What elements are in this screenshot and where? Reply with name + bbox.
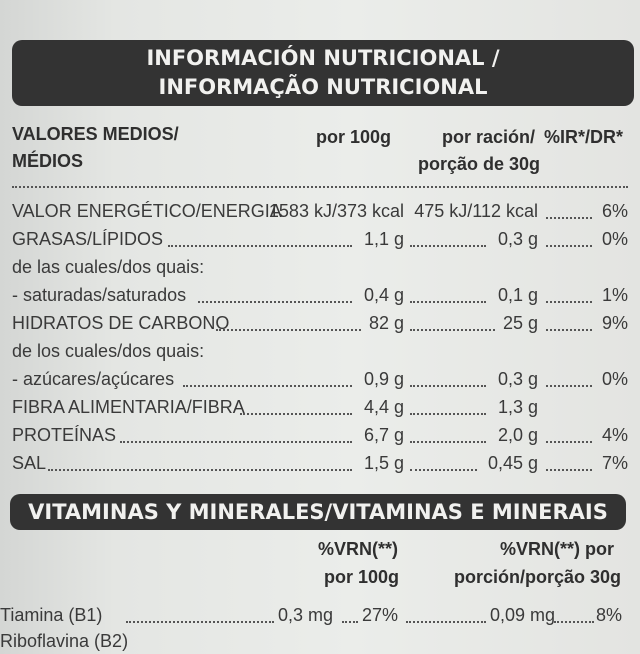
serving-value: 475 kJ/112 kcal xyxy=(414,201,538,221)
dot-leader xyxy=(546,245,592,247)
per100-value: 1,1 g xyxy=(363,229,404,249)
nutrition-row: PROTEÍNAS 6,7 g 2,0 g 4% xyxy=(12,422,628,448)
header-divider xyxy=(12,186,628,188)
nutrition-title-line1: INFORMACIÓN NUTRICIONAL / xyxy=(146,46,500,70)
serving-value: 1,3 g xyxy=(497,397,538,417)
vitamin-label: Riboflavina (B2) xyxy=(0,631,129,651)
nutrient-label: GRASAS/LÍPIDOS xyxy=(12,229,164,249)
dot-leader xyxy=(198,301,352,303)
header-values-label-2: MÉDIOS xyxy=(12,151,84,171)
vitamins-title: VITAMINAS Y MINERALES/VITAMINAS E MINERA… xyxy=(28,500,608,524)
per100-value: 0,9 g xyxy=(363,369,404,389)
header-values-label-1: VALORES MEDIOS/ xyxy=(12,124,179,144)
ir-value: 1% xyxy=(601,285,628,305)
dot-leader xyxy=(410,301,486,303)
nutrient-label: - azúcares/açúcares xyxy=(12,369,175,389)
ir-value: 7% xyxy=(601,453,628,473)
header-serving-2: porção de 30g xyxy=(418,154,541,174)
vitamin-leader xyxy=(342,621,358,623)
serving-value: 0,3 g xyxy=(497,229,538,249)
header-ir: %IR*/DR* xyxy=(544,127,624,147)
dot-leader xyxy=(410,385,486,387)
serving-value: 0,1 g xyxy=(497,285,538,305)
per100-value: 1583 kJ/373 kcal xyxy=(268,201,404,221)
dot-leader xyxy=(546,441,592,443)
nutrition-title-line2: INFORMAÇÃO NUTRICIONAL xyxy=(158,75,488,99)
nutrition-row: SAL 1,5 g 0,45 g 7% xyxy=(12,450,628,476)
vitamins-col2-line1: %VRN(**) por xyxy=(500,539,615,559)
nutrition-row: - saturadas/saturados 0,4 g 0,1 g 1% xyxy=(12,282,628,308)
nutrition-row: VALOR ENERGÉTICO/ENERGIA 1583 kJ/373 kcal… xyxy=(12,198,628,224)
nutrition-row: HIDRATOS DE CARBONO 82 g 25 g 9% xyxy=(12,310,628,336)
serving-value: 0,3 g xyxy=(497,369,538,389)
dot-leader xyxy=(410,329,496,331)
vitamin-label: Tiamina (B1) xyxy=(0,605,103,625)
ir-value: 6% xyxy=(601,201,628,221)
nutrient-label: de las cuales/dos quais: xyxy=(12,257,205,277)
vitamins-col2-line2: porción/porção 30g xyxy=(454,567,622,587)
serving-value: 25 g xyxy=(502,313,538,333)
nutrient-label: FIBRA ALIMENTARIA/FIBRA xyxy=(12,397,245,417)
vitamin-vrn100: 27% xyxy=(362,605,399,625)
vitamin-leader xyxy=(554,621,594,623)
nutrient-label: SAL xyxy=(12,453,47,473)
nutrition-row: de las cuales/dos quais: xyxy=(12,254,628,280)
per100-value: 4,4 g xyxy=(363,397,404,417)
serving-value: 2,0 g xyxy=(497,425,538,445)
vitamin-per100: 0,3 mg xyxy=(278,605,334,625)
ir-value: 4% xyxy=(601,425,628,445)
ir-value: 0% xyxy=(601,229,628,249)
nutrient-label: VALOR ENERGÉTICO/ENERGIA xyxy=(12,201,282,221)
nutrient-label: PROTEÍNAS xyxy=(12,425,117,445)
dot-leader xyxy=(546,301,592,303)
dot-leader xyxy=(216,329,362,331)
nutrient-label: de los cuales/dos quais: xyxy=(12,341,205,361)
serving-value: 0,45 g xyxy=(487,453,538,473)
per100-value: 1,5 g xyxy=(363,453,404,473)
nutrition-row: FIBRA ALIMENTARIA/FIBRA 4,4 g 1,3 g xyxy=(12,394,628,420)
dot-leader xyxy=(546,385,592,387)
header-serving-1: por ración/ xyxy=(442,127,536,147)
nutrition-title-banner: INFORMACIÓN NUTRICIONAL / INFORMAÇÃO NUT… xyxy=(12,40,634,106)
dot-leader xyxy=(410,469,477,471)
header-per100: por 100g xyxy=(316,127,392,147)
dot-leader xyxy=(546,217,592,219)
dot-leader xyxy=(410,441,486,443)
nutrition-row: GRASAS/LÍPIDOS 1,1 g 0,3 g 0% xyxy=(12,226,628,252)
dot-leader xyxy=(410,413,486,415)
vitamin-leader xyxy=(126,621,274,623)
dot-leader xyxy=(183,385,352,387)
dot-leader xyxy=(546,329,592,331)
vitamins-title-banner: VITAMINAS Y MINERALES/VITAMINAS E MINERA… xyxy=(10,494,626,530)
dot-leader xyxy=(240,413,352,415)
per100-value: 6,7 g xyxy=(363,425,404,445)
per100-value: 82 g xyxy=(368,313,404,333)
dot-leader xyxy=(168,245,352,247)
vitamins-col1-line2: por 100g xyxy=(324,567,400,587)
vitamin-leader xyxy=(406,621,486,623)
ir-value: 9% xyxy=(601,313,628,333)
nutrient-label: HIDRATOS DE CARBONO xyxy=(12,313,230,333)
dot-leader xyxy=(410,245,486,247)
nutrient-label: - saturadas/saturados xyxy=(12,285,187,305)
vitamins-col1-line1: %VRN(**) xyxy=(318,539,399,559)
nutrition-row: - azúcares/açúcares 0,9 g 0,3 g 0% xyxy=(12,366,628,392)
vitamin-vrn-serving: 8% xyxy=(596,605,623,625)
vitamin-row: Riboflavina (B2) xyxy=(0,628,616,654)
ir-value: 0% xyxy=(601,369,628,389)
dot-leader xyxy=(48,469,352,471)
nutrition-row: de los cuales/dos quais: xyxy=(12,338,628,364)
vitamin-row: Tiamina (B1) 0,3 mg 27% 0,09 mg 8% xyxy=(0,602,622,628)
dot-leader xyxy=(546,469,592,471)
dot-leader xyxy=(120,441,352,443)
vitamin-serving: 0,09 mg xyxy=(490,605,556,625)
per100-value: 0,4 g xyxy=(363,285,404,305)
